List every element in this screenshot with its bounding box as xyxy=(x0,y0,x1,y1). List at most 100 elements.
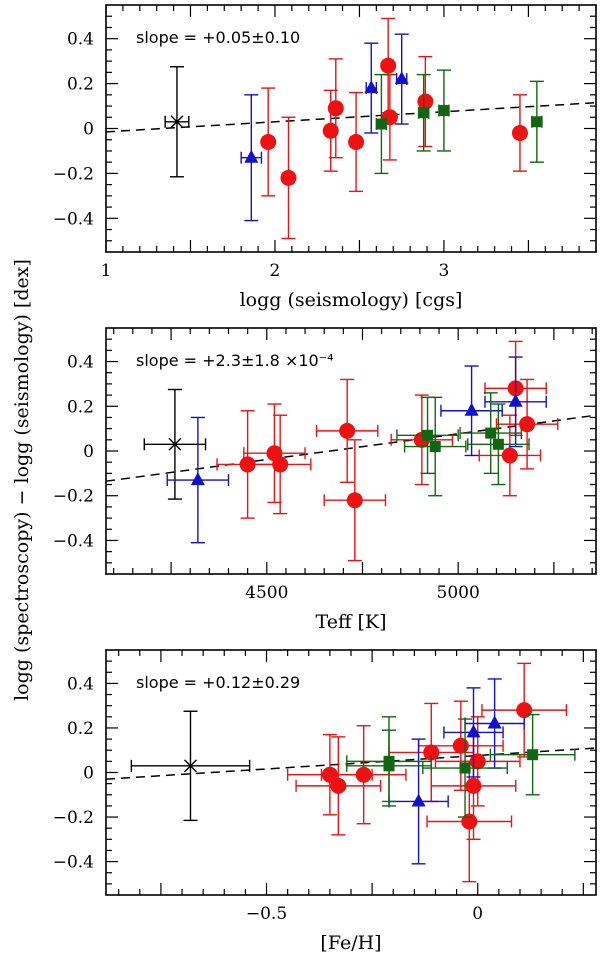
x-tick-label-teff: 5000 xyxy=(437,583,480,603)
data-point-marker xyxy=(346,492,363,509)
data-point-marker xyxy=(272,456,289,473)
data-point xyxy=(417,55,434,148)
data-point xyxy=(403,396,467,497)
data-point xyxy=(380,17,397,114)
data-point-marker xyxy=(394,71,409,85)
data-point xyxy=(348,91,365,193)
data-point xyxy=(440,365,503,457)
series-square-feh xyxy=(346,713,576,818)
data-point-marker xyxy=(244,149,259,163)
y-tick-label-teff: −0.2 xyxy=(53,487,94,507)
slope-annotation-teff: slope = +2.3±1.8 ×10⁻⁴ xyxy=(136,351,334,370)
data-point-marker xyxy=(487,715,502,729)
data-point xyxy=(315,378,379,484)
panel-teff: −0.4 −0.2 0 0.2 0.4 4500 5000 Teff [K] slope = +… xyxy=(53,327,597,633)
data-point xyxy=(166,416,230,544)
typical-error-teff xyxy=(143,388,207,500)
data-point-marker xyxy=(452,737,469,754)
data-point xyxy=(243,403,306,504)
data-point-marker xyxy=(322,122,339,139)
data-point xyxy=(394,33,409,125)
data-point-marker xyxy=(466,724,481,738)
data-point-marker xyxy=(438,105,450,117)
series-triangle-teff xyxy=(166,356,547,544)
data-point-marker xyxy=(330,777,347,794)
data-point-marker xyxy=(364,80,379,94)
panel-feh: −0.4 −0.2 0 0.2 0.4 −0.5 0 [Fe/H] slope = +0.12±… xyxy=(53,649,597,954)
data-point-marker xyxy=(501,447,518,464)
data-point xyxy=(495,378,559,470)
data-point-marker xyxy=(348,133,365,150)
panel-logg: −0.4 −0.2 0 0.2 0.4 1 2 3 logg (seismology) [cgs… xyxy=(53,4,597,311)
data-point xyxy=(478,414,542,497)
data-point-marker xyxy=(422,429,434,441)
data-point-marker xyxy=(516,702,533,719)
fit-line-teff xyxy=(105,414,597,482)
data-point xyxy=(346,729,432,803)
data-point-marker xyxy=(464,402,479,416)
data-point-marker xyxy=(239,456,256,473)
y-tick-label-teff: 0.2 xyxy=(67,397,94,417)
y-tick-label-logg: −0.4 xyxy=(53,209,94,229)
slope-annotation-logg: slope = +0.05±0.10 xyxy=(136,28,300,47)
data-point xyxy=(484,356,547,448)
data-point xyxy=(323,439,387,562)
data-point xyxy=(327,58,344,159)
series-triangle-feh xyxy=(388,678,525,865)
data-point xyxy=(390,394,454,486)
y-tick-label-feh: −0.2 xyxy=(53,808,94,828)
data-point xyxy=(280,116,297,240)
data-point-marker xyxy=(461,813,478,830)
data-point xyxy=(248,414,312,515)
y-tick-label-feh: 0.2 xyxy=(67,719,94,739)
data-point-marker xyxy=(429,441,441,453)
x-axis-title-logg: logg (seismology) [cgs] xyxy=(240,289,463,311)
y-tick-label-logg: 0 xyxy=(83,120,94,140)
data-point xyxy=(511,94,528,172)
data-point xyxy=(529,80,544,163)
x-tick-label-logg: 2 xyxy=(270,261,281,281)
x-axis-title-teff: Teff [K] xyxy=(316,611,387,633)
data-point xyxy=(443,687,504,778)
data-point-marker xyxy=(380,57,397,74)
data-point-marker xyxy=(459,762,471,774)
data-point xyxy=(459,392,523,475)
x-axis-title-feh: [Fe/H] xyxy=(320,932,381,954)
fit-line-logg xyxy=(105,101,597,133)
data-point-marker xyxy=(411,793,426,807)
data-point xyxy=(467,403,530,486)
data-point-marker xyxy=(508,393,523,407)
shared-y-axis-title: logg (spectroscopy) − logg (seismology) … xyxy=(11,259,33,701)
y-tick-label-logg: −0.2 xyxy=(53,164,94,184)
data-point-marker xyxy=(469,753,486,770)
series-circle-feh xyxy=(286,662,568,883)
data-point xyxy=(320,725,407,825)
data-point-marker xyxy=(280,169,297,186)
data-point xyxy=(416,73,431,152)
data-point-marker xyxy=(511,124,528,141)
data-point-marker xyxy=(418,107,430,119)
data-point xyxy=(434,716,521,807)
x-tick-label-logg: 3 xyxy=(439,261,450,281)
data-point-marker xyxy=(260,133,277,150)
data-point-marker xyxy=(485,427,497,439)
series-circle-logg xyxy=(260,17,528,240)
fit-line-feh xyxy=(105,747,597,780)
y-tick-label-feh: 0.4 xyxy=(67,674,94,694)
data-point xyxy=(422,718,508,818)
data-point xyxy=(364,42,379,134)
typical-error-logg xyxy=(164,66,190,178)
data-point-marker xyxy=(527,749,539,761)
y-tick-label-teff: 0 xyxy=(83,442,94,462)
series-square-teff xyxy=(396,392,530,497)
data-point xyxy=(295,736,382,836)
y-tick-label-logg: 0.2 xyxy=(67,75,94,95)
data-point xyxy=(396,396,459,475)
y-tick-label-teff: −0.4 xyxy=(53,531,94,551)
slope-annotation-feh: slope = +0.12±0.29 xyxy=(136,673,300,692)
x-tick-label-logg: 1 xyxy=(101,261,112,281)
series-circle-teff xyxy=(216,340,559,562)
series-square-logg xyxy=(374,69,544,175)
data-point-marker xyxy=(190,472,205,486)
